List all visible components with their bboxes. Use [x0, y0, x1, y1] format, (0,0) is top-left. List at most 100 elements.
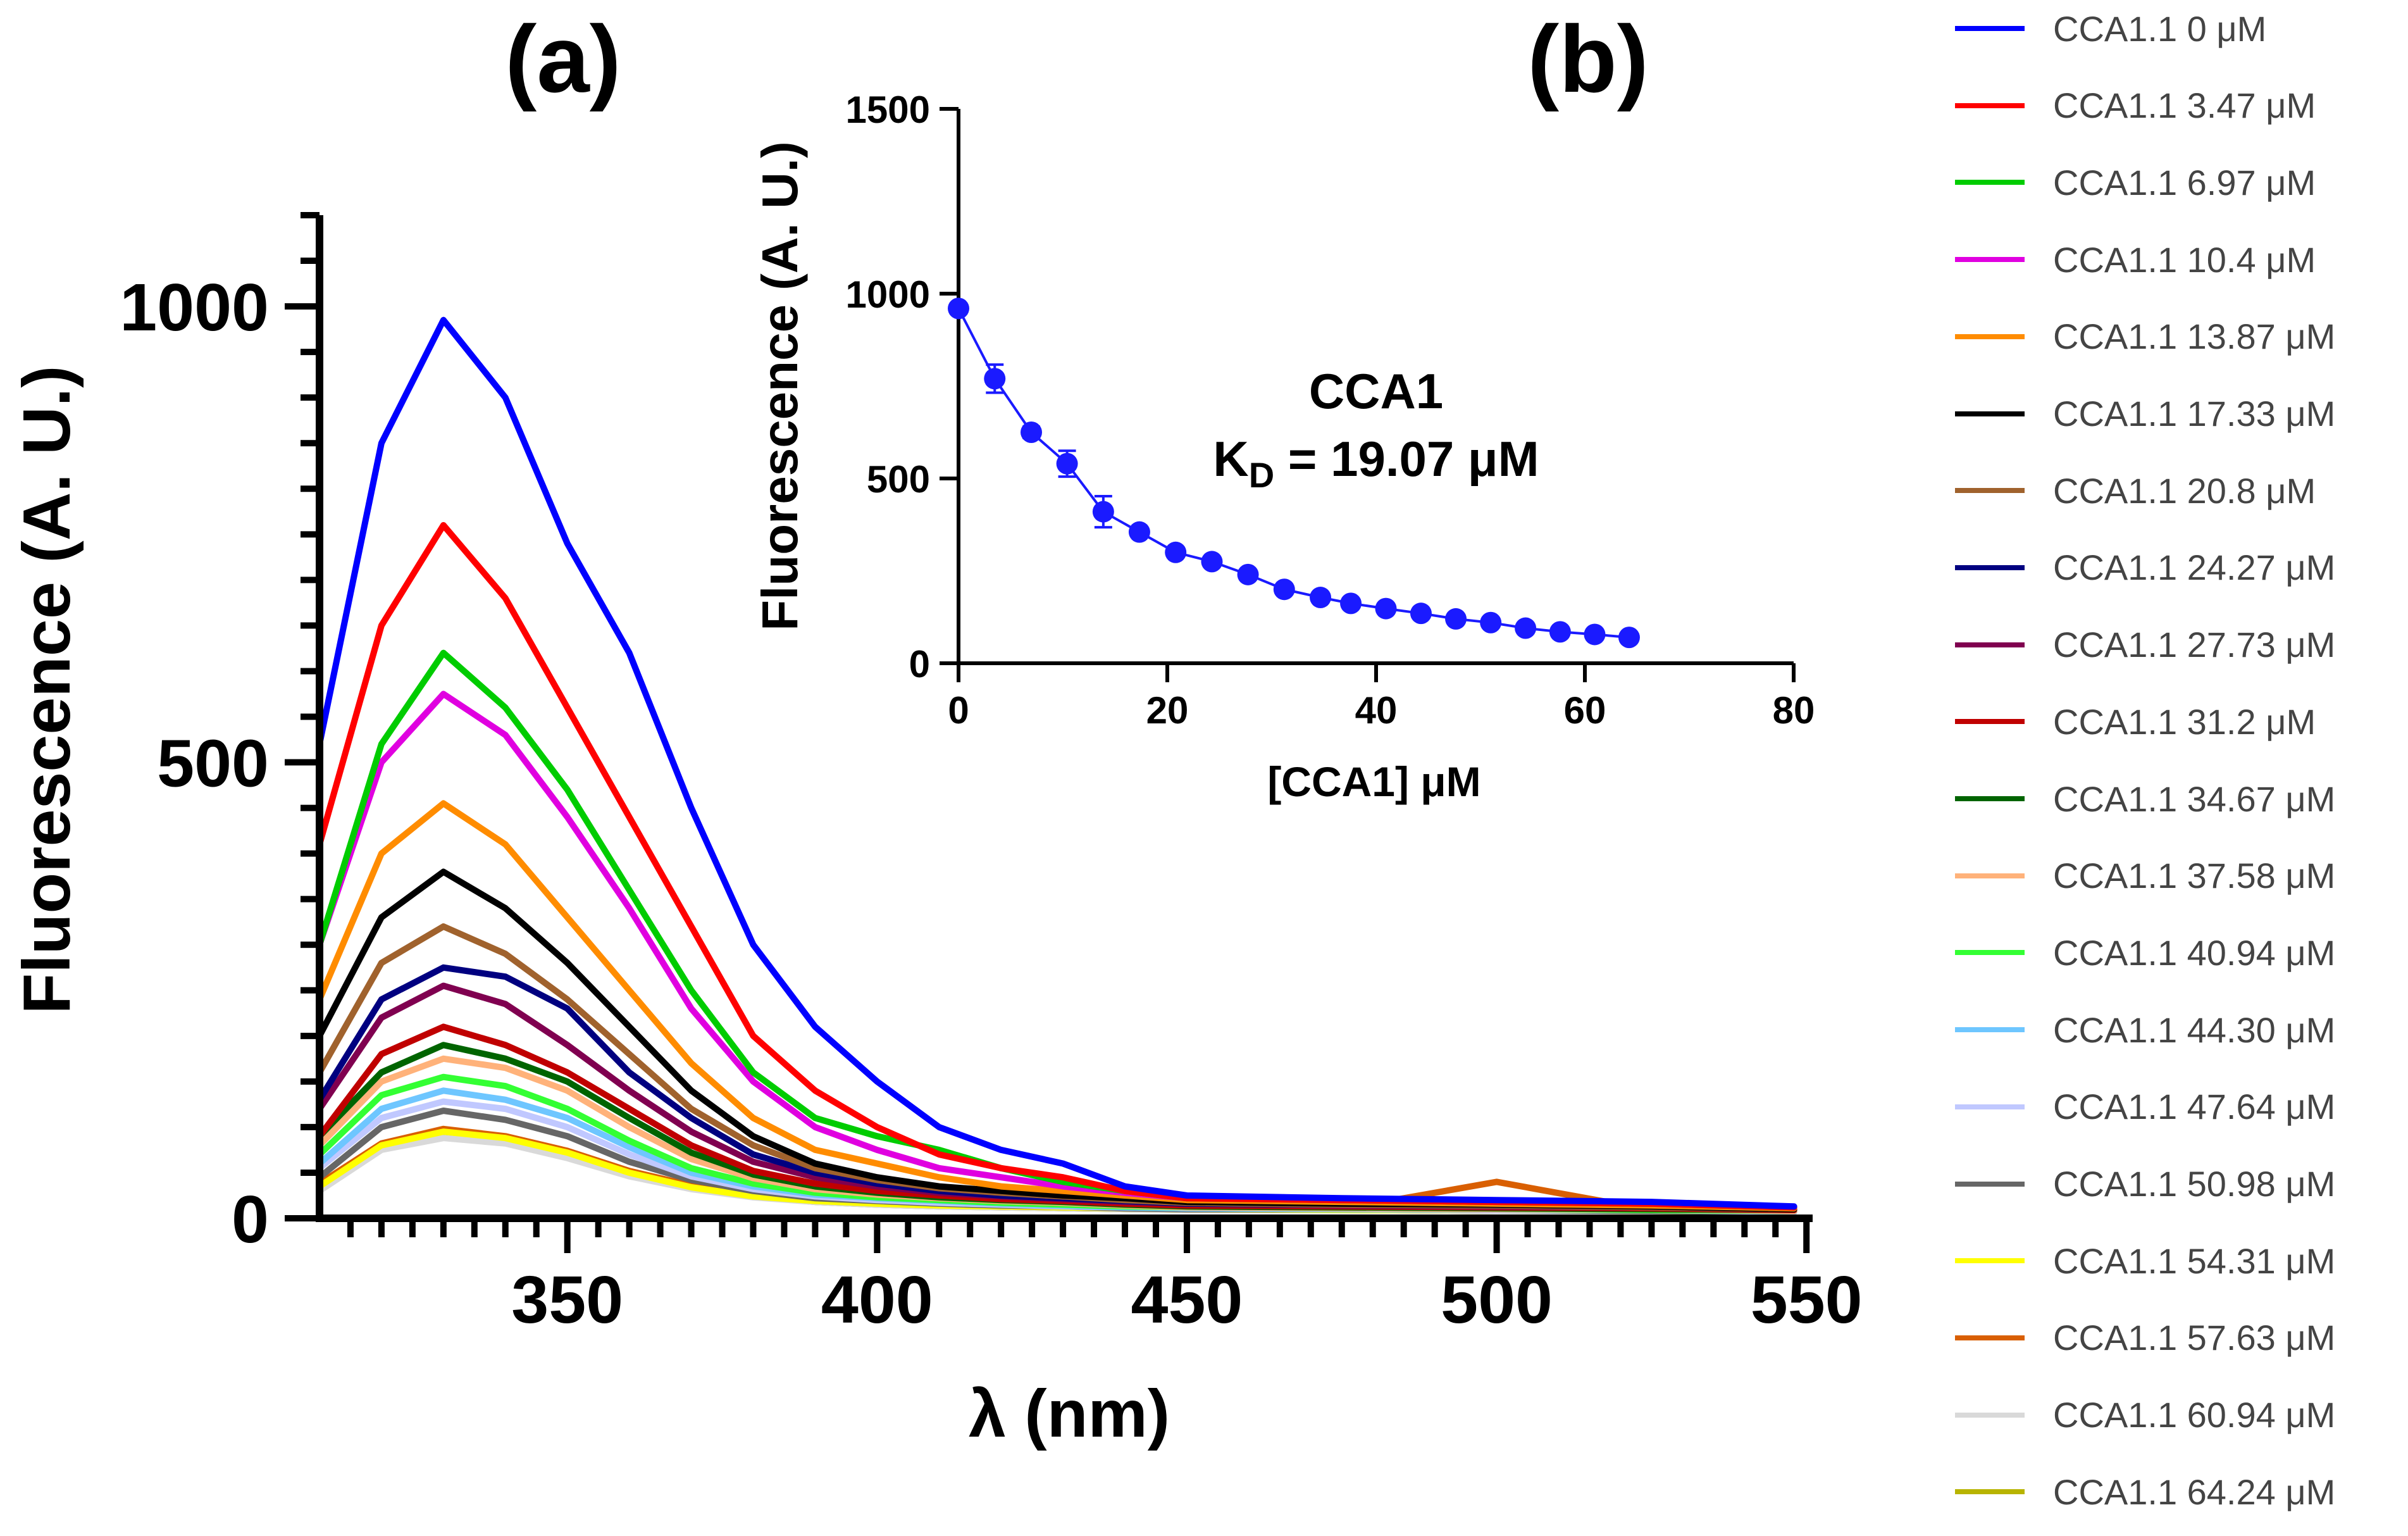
legend-swatch: [1955, 565, 2025, 570]
legend-item: CCA1.1 3.47 μM: [1955, 84, 2316, 128]
panel-b-data-point: [1618, 627, 1640, 649]
panel-b-label: (b): [1527, 6, 1649, 112]
panel-b-data-point: [1056, 453, 1078, 475]
panel-b-data-point: [1549, 621, 1571, 643]
panel-a-series-lines: [316, 316, 1797, 1215]
legend-item: CCA1.1 60.94 μM: [1955, 1393, 2335, 1437]
panel-b-x-tick-label: 20: [1146, 689, 1189, 732]
legend-label: CCA1.1 31.2 μM: [2053, 701, 2316, 742]
panel-b-x-tick-label: 40: [1355, 689, 1398, 732]
legend-swatch: [1955, 1489, 2025, 1495]
legend-label: CCA1.1 34.67 μM: [2053, 778, 2336, 819]
legend-item: CCA1.1 37.58 μM: [1955, 854, 2335, 898]
panel-a-x-axis-title: λ (nm): [969, 1377, 1170, 1451]
legend-item: CCA1.1 20.8 μM: [1955, 468, 2316, 513]
legend-label: CCA1.1 13.87 μM: [2053, 316, 2336, 357]
legend-label: CCA1.1 47.64 μM: [2053, 1087, 2336, 1127]
panel-b-data-point: [1375, 597, 1397, 620]
panel-a-y-tick-label: 1000: [120, 270, 269, 345]
legend-item: CCA1.1 54.31 μM: [1955, 1239, 2335, 1283]
legend-swatch: [1955, 257, 2025, 263]
legend-item: CCA1.1 10.4 μM: [1955, 237, 2316, 282]
panel-b-background: [753, 57, 1892, 816]
panel-b-data-point: [1165, 541, 1187, 563]
legend-item: CCA1.1 27.73 μM: [1955, 623, 2335, 667]
legend-item: CCA1.1 64.24 μM: [1955, 1470, 2335, 1514]
panel-b-data-point: [1092, 501, 1114, 523]
panel-b-data-point: [1410, 603, 1432, 625]
legend-label: CCA1.1 40.94 μM: [2053, 932, 2336, 973]
legend-swatch: [1955, 103, 2025, 108]
panel-a-x-tick-label: 350: [511, 1263, 623, 1337]
panel-a-y-tick-label: 0: [232, 1182, 269, 1257]
legend-label: CCA1.1 17.33 μM: [2053, 394, 2336, 434]
legend-label: CCA1.1 64.24 μM: [2053, 1471, 2336, 1512]
panel-b-data-point: [984, 368, 1006, 390]
panel-b-data-point: [1584, 623, 1606, 646]
panel-b-y-tick-label: 1000: [846, 273, 930, 316]
legend-item: CCA1.1 24.27 μM: [1955, 546, 2335, 590]
panel-b-x-tick-label: 0: [948, 689, 969, 732]
panel-b-annotation-kd: KD = 19.07 μM: [1213, 431, 1539, 495]
legend-item: CCA1.1 34.67 μM: [1955, 777, 2335, 821]
legend-item: CCA1.1 17.33 μM: [1955, 392, 2335, 436]
panel-b-data-point: [1340, 592, 1362, 615]
panel-b-y-tick-label: 1500: [846, 89, 930, 131]
panel-b-axes: 0 20 40 60 80 0 500 1000 1500: [846, 89, 1815, 732]
panel-b-data-point: [948, 297, 969, 320]
panel-b-data-point: [1237, 563, 1259, 585]
legend-swatch: [1955, 642, 2025, 647]
legend-swatch: [1955, 719, 2025, 725]
panel-b-data-point: [1310, 587, 1332, 609]
legend-swatch: [1955, 950, 2025, 956]
legend-swatch: [1955, 488, 2025, 494]
legend-label: CCA1.1 54.31 μM: [2053, 1240, 2336, 1281]
panel-b-data-point: [1515, 617, 1537, 639]
panel-a-series-line-0: [316, 316, 1797, 1210]
panel-a-series-line-7: [316, 964, 1797, 1213]
legend-label: CCA1.1 6.97 μM: [2053, 162, 2316, 203]
kd-subscript: D: [1249, 455, 1274, 495]
legend-item: CCA1.1 47.64 μM: [1955, 1085, 2335, 1129]
panel-a-y-axis-title: Fluorescence (A. U.): [9, 366, 84, 1015]
panel-b-data-point: [1445, 608, 1467, 630]
legend-item: CCA1.1 0 μM: [1955, 6, 2266, 51]
panel-a-x-tick-label: 400: [821, 1263, 933, 1337]
legend-swatch: [1955, 411, 2025, 416]
panel-a-series-line-5: [316, 868, 1797, 1213]
legend-swatch: [1955, 1181, 2025, 1187]
panel-a-x-tick-label: 500: [1441, 1263, 1553, 1337]
panel-b-data-point: [1128, 521, 1150, 543]
legend-swatch: [1955, 26, 2025, 31]
legend-item: CCA1.1 13.87 μM: [1955, 315, 2335, 359]
panel-b-x-axis-title: [CCA1] μM: [1267, 758, 1480, 805]
panel-b-data-marks: [948, 297, 1640, 649]
panel-b-y-tick-label: 500: [867, 458, 930, 501]
legend-label: CCA1.1 10.4 μM: [2053, 239, 2316, 280]
panel-b-data-point: [1480, 611, 1502, 634]
panel-b-x-tick-label: 60: [1564, 689, 1606, 732]
panel-a-series-line-6: [316, 923, 1797, 1213]
legend-swatch: [1955, 796, 2025, 801]
panel-a-label: (a): [505, 6, 621, 112]
panel-b-y-tick-label: 0: [909, 643, 930, 685]
legend-swatch: [1955, 1335, 2025, 1340]
panel-b-x-tick-label: 80: [1773, 689, 1815, 732]
legend-label: CCA1.1 60.94 μM: [2053, 1395, 2336, 1435]
kd-symbol: K: [1213, 431, 1248, 487]
legend-swatch: [1955, 1412, 2025, 1418]
legend-label: CCA1.1 27.73 μM: [2053, 625, 2336, 665]
panel-b-data-point: [1021, 421, 1043, 443]
panel-b-y-axis-title: Fluorescence (A. U.): [752, 141, 808, 631]
legend-item: CCA1.1 50.98 μM: [1955, 1162, 2335, 1206]
legend-label: CCA1.1 24.27 μM: [2053, 547, 2336, 588]
legend-label: CCA1.1 3.47 μM: [2053, 85, 2316, 126]
legend-item: CCA1.1 6.97 μM: [1955, 160, 2316, 204]
legend-swatch: [1955, 334, 2025, 339]
panel-a-x-tick-label: 550: [1751, 1263, 1863, 1337]
legend-label: CCA1.1 20.8 μM: [2053, 470, 2316, 511]
legend-item: CCA1.1 31.2 μM: [1955, 699, 2316, 744]
